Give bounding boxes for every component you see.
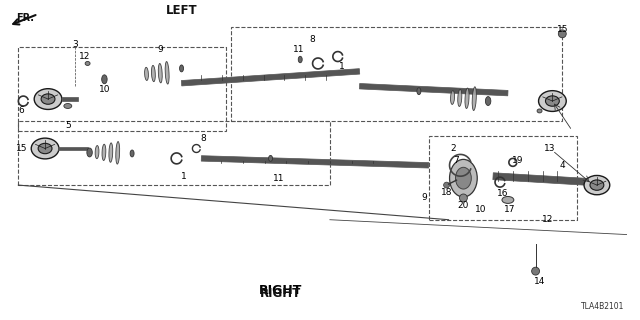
Ellipse shape [538,91,566,111]
Text: TLA4B2101: TLA4B2101 [581,302,625,311]
Ellipse shape [584,175,610,195]
Ellipse shape [298,56,302,63]
Polygon shape [360,84,508,96]
Text: LEFT: LEFT [166,4,197,17]
Text: 15: 15 [15,144,27,153]
Ellipse shape [109,143,113,162]
Text: 6: 6 [19,107,24,116]
Text: RIGHT: RIGHT [260,287,301,300]
Ellipse shape [158,63,162,83]
Text: 14: 14 [534,276,545,285]
Text: 17: 17 [504,205,516,214]
Ellipse shape [449,159,477,197]
Text: 7: 7 [454,156,460,165]
Ellipse shape [472,87,476,110]
Text: 4: 4 [559,161,565,170]
Text: 10: 10 [474,205,486,214]
Ellipse shape [180,65,184,72]
Text: 8: 8 [309,35,315,44]
Polygon shape [62,97,77,101]
Ellipse shape [102,75,107,84]
Ellipse shape [269,156,273,161]
Ellipse shape [485,97,491,106]
Ellipse shape [545,96,559,106]
Ellipse shape [87,148,92,157]
Text: 10: 10 [99,85,110,94]
Polygon shape [201,156,429,168]
Text: 11: 11 [273,174,284,183]
Ellipse shape [502,196,514,204]
Text: 15: 15 [557,25,568,34]
Text: 9: 9 [157,45,163,54]
Ellipse shape [152,65,156,82]
Text: 13: 13 [544,144,555,153]
Ellipse shape [130,150,134,157]
Ellipse shape [456,167,471,189]
Ellipse shape [95,146,99,159]
Text: 16: 16 [497,188,509,197]
Text: 18: 18 [441,188,452,196]
Text: 12: 12 [542,215,553,224]
Ellipse shape [145,67,148,80]
Text: 2: 2 [451,144,456,153]
Circle shape [558,30,566,38]
Text: 1: 1 [180,172,186,181]
Ellipse shape [64,103,72,108]
Text: 19: 19 [512,156,524,165]
Text: 8: 8 [200,134,206,143]
Text: 5: 5 [65,121,70,130]
Text: 9: 9 [421,194,427,203]
Polygon shape [58,147,88,150]
Text: RIGHT: RIGHT [259,284,302,297]
Text: 3: 3 [72,40,77,49]
Ellipse shape [116,141,120,164]
Circle shape [444,182,449,188]
Ellipse shape [465,88,469,108]
Ellipse shape [537,109,542,113]
Ellipse shape [165,61,169,84]
Circle shape [532,267,540,275]
Text: 12: 12 [79,52,90,61]
Ellipse shape [41,94,55,104]
Ellipse shape [38,143,52,154]
Circle shape [460,194,467,202]
Polygon shape [493,173,592,186]
Ellipse shape [458,89,462,107]
Ellipse shape [417,88,421,95]
Text: FR.: FR. [16,13,35,23]
Ellipse shape [31,138,59,159]
Text: 20: 20 [458,201,469,210]
Ellipse shape [451,91,454,104]
Ellipse shape [34,89,62,109]
Ellipse shape [85,61,90,66]
Ellipse shape [102,144,106,161]
Ellipse shape [590,180,604,190]
Polygon shape [181,69,360,86]
Text: 11: 11 [292,45,304,54]
Text: 1: 1 [339,62,344,71]
